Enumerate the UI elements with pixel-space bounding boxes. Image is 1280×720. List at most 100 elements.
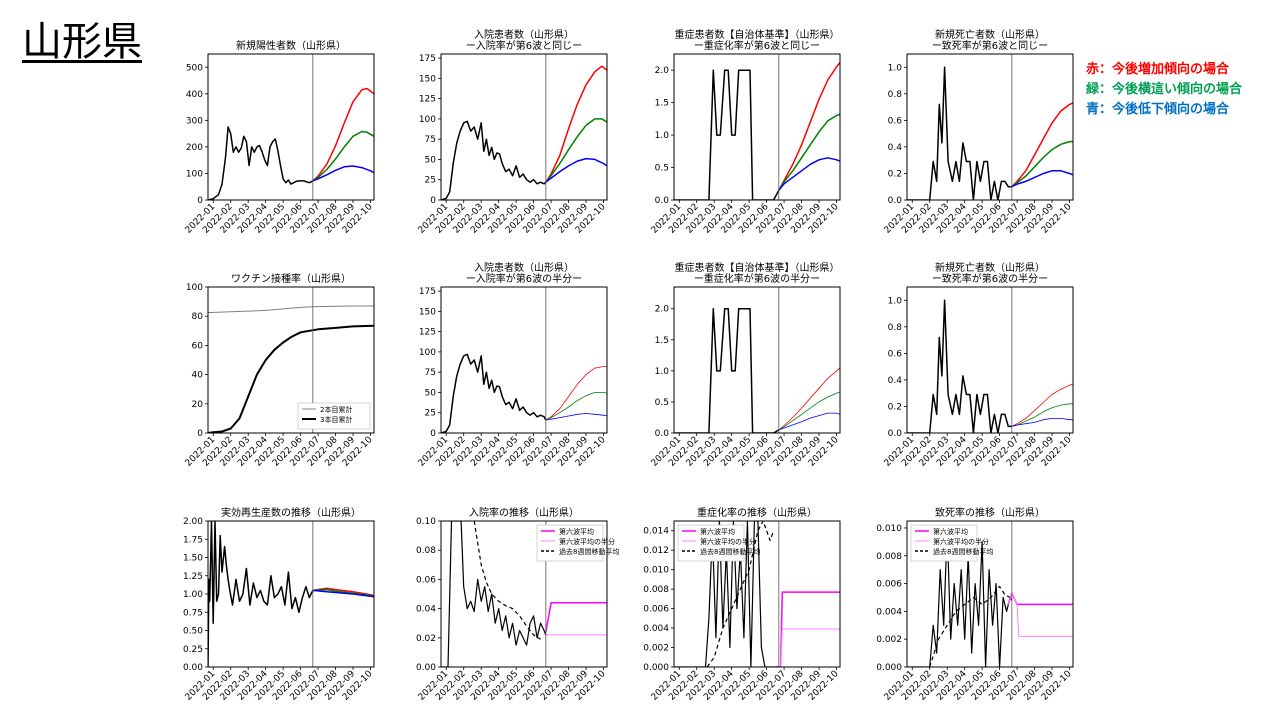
chart-title: ー致死率が第6波と同じー bbox=[932, 39, 1048, 52]
series-line-blue bbox=[1011, 170, 1073, 188]
series-line-black bbox=[674, 307, 780, 433]
series-line-black bbox=[441, 521, 547, 667]
series-line-magenta bbox=[545, 602, 607, 633]
series-line-green bbox=[545, 391, 607, 421]
series-line-black bbox=[441, 353, 547, 433]
chart-title: 入院患者数（山形県） bbox=[474, 28, 574, 41]
series-line-red bbox=[778, 61, 840, 191]
chart-title: 重症患者数【自治体基準】（山形県） bbox=[675, 28, 840, 41]
chart-title: 実効再生産数の推移（山形県） bbox=[221, 506, 361, 519]
plot-frame bbox=[673, 520, 841, 668]
chart-title: ー重症化率が第6波と同じー bbox=[694, 39, 820, 52]
y-tick-label: 175 bbox=[419, 287, 436, 297]
chart-severe-b: 重症患者数【自治体基準】（山形県）ー重症化率が第6波の半分ー 0.0 0.5 1.0 1… bbox=[650, 261, 841, 469]
y-tick-label: 175 bbox=[419, 54, 436, 64]
y-tick-label: 0.010 bbox=[643, 566, 669, 576]
chart-series-group bbox=[208, 87, 374, 200]
y-tick-label: 1.0 bbox=[655, 367, 670, 377]
series-line-red bbox=[312, 87, 374, 182]
y-tick-label: 2.0 bbox=[655, 66, 670, 76]
series-line-green bbox=[1011, 140, 1073, 188]
y-tick-label: 0.006 bbox=[643, 605, 669, 615]
series-line-pink bbox=[775, 628, 840, 667]
chart-title: 新規死亡者数（山形県） bbox=[935, 261, 1045, 274]
chart-series-group bbox=[674, 61, 840, 200]
series-line-green bbox=[312, 130, 374, 182]
chart-title: 新規陽性者数（山形県） bbox=[236, 39, 346, 52]
y-tick-label: 1.5 bbox=[655, 99, 669, 109]
y-tick-label: 0.008 bbox=[876, 552, 902, 562]
y-tick-label: 400 bbox=[186, 90, 203, 100]
legend-label: 第六波平均 bbox=[700, 527, 735, 536]
series-line-black bbox=[674, 69, 780, 200]
series-line-blue bbox=[545, 413, 607, 421]
chart-series-group bbox=[674, 307, 840, 433]
y-tick-label: 0.002 bbox=[876, 635, 902, 645]
y-tick-label: 0.10 bbox=[416, 517, 436, 527]
legend-label: 第六波平均の半分 bbox=[559, 537, 615, 546]
series-line-green bbox=[545, 118, 607, 183]
y-tick-label: 0.004 bbox=[643, 624, 669, 634]
y-tick-label: 1.50 bbox=[183, 554, 203, 564]
y-tick-label: 200 bbox=[186, 143, 203, 153]
series-line-green bbox=[778, 113, 840, 191]
y-tick-label: 0.04 bbox=[416, 605, 436, 615]
y-tick-label: 150 bbox=[419, 307, 436, 317]
legend-label: 過去8週間移動平均 bbox=[559, 547, 619, 556]
chart-fatality-rate: 致死率の推移（山形県） 0.000 0.002 0.004 0.006 0.008 0.01… bbox=[876, 506, 1074, 703]
y-tick-label: 0.000 bbox=[876, 663, 902, 673]
y-tick-label: 0.014 bbox=[643, 527, 669, 537]
y-tick-label: 0.008 bbox=[643, 585, 669, 595]
chart-hospitalized-b: 入院患者数（山形県）ー入院率が第6波の半分ー 0 25 50 75 100 125 150 17… bbox=[417, 261, 608, 469]
series-line-blue bbox=[778, 157, 840, 191]
y-tick-label: 1.25 bbox=[183, 572, 203, 582]
chart-hosp-rate: 入院率の推移（山形県）0.000.020.040.060.080.102022-… bbox=[416, 506, 620, 703]
chart-severe-a: 重症患者数【自治体基準】（山形県）ー重症化率が第6波と同じー 0.0 0.5 1.0 1… bbox=[650, 28, 841, 236]
series-line-black bbox=[907, 299, 1012, 433]
y-tick-label: 0 bbox=[197, 429, 203, 439]
y-tick-label: 0.8 bbox=[888, 323, 903, 333]
y-tick-label: 75 bbox=[425, 135, 436, 145]
chart-title: ー重症化率が第6波の半分ー bbox=[694, 272, 820, 285]
chart-hospitalized-a: 入院患者数（山形県）ー入院率が第6波と同じー 0 25 50 75 100 125 150 17… bbox=[417, 28, 608, 236]
chart-title: ー入院率が第6波の半分ー bbox=[466, 272, 582, 285]
series-line-black bbox=[208, 521, 314, 667]
y-tick-label: 0.2 bbox=[888, 402, 902, 412]
scenario-legend-blue: 青：今後低下傾向の場合 bbox=[1086, 102, 1230, 117]
y-tick-label: 1.00 bbox=[183, 590, 203, 600]
y-tick-label: 1.0 bbox=[655, 131, 670, 141]
plot-frame bbox=[440, 286, 608, 434]
series-line-black bbox=[907, 527, 1013, 667]
series-line-red bbox=[545, 366, 607, 421]
y-tick-label: 125 bbox=[419, 95, 436, 105]
legend-label: 過去8週間移動平均 bbox=[933, 547, 993, 556]
plot-frame bbox=[906, 286, 1074, 434]
series-line-black bbox=[706, 521, 775, 667]
plot-frame bbox=[673, 286, 841, 434]
chart-title: 入院率の推移（山形県） bbox=[469, 506, 579, 519]
series-line-black bbox=[907, 66, 1012, 200]
chart-severe-rate: 重症化率の推移（山形県） 0.000 0.002 0.004 0.006 0.008 0.0… bbox=[643, 506, 841, 703]
chart-title: 致死率の推移（山形県） bbox=[935, 506, 1045, 519]
y-tick-label: 0.5 bbox=[655, 164, 669, 174]
legend-label: 第六波平均 bbox=[933, 527, 968, 536]
chart-series-group bbox=[907, 527, 1073, 667]
chart-title: ー致死率が第6波の半分ー bbox=[932, 272, 1048, 285]
plot-frame bbox=[906, 520, 1074, 668]
y-tick-label: 0.012 bbox=[643, 546, 669, 556]
y-tick-label: 0.002 bbox=[643, 644, 669, 654]
series-line-pink bbox=[1007, 592, 1073, 637]
chart-vaccination: ワクチン接種率（山形県）0204060801002022-012022-0220… bbox=[184, 272, 375, 469]
y-tick-label: 0.0 bbox=[655, 196, 670, 206]
series-line-magenta bbox=[1007, 592, 1073, 606]
series-line-red bbox=[545, 65, 607, 183]
chart-new-cases: 新規陽性者数（山形県）01002003004005002022-012022-0… bbox=[184, 39, 375, 236]
y-tick-label: 0.6 bbox=[888, 116, 903, 126]
y-tick-label: 100 bbox=[186, 169, 203, 179]
y-tick-label: 0.25 bbox=[183, 645, 203, 655]
chart-series-group bbox=[907, 299, 1073, 433]
series-line-gray bbox=[208, 305, 374, 314]
legend-label: 過去8週間移動平均 bbox=[700, 547, 760, 556]
chart-rt: 実効再生産数の推移（山形県） 0.00 0.25 0.50 0.75 1.00 1.25 1.… bbox=[183, 506, 375, 703]
